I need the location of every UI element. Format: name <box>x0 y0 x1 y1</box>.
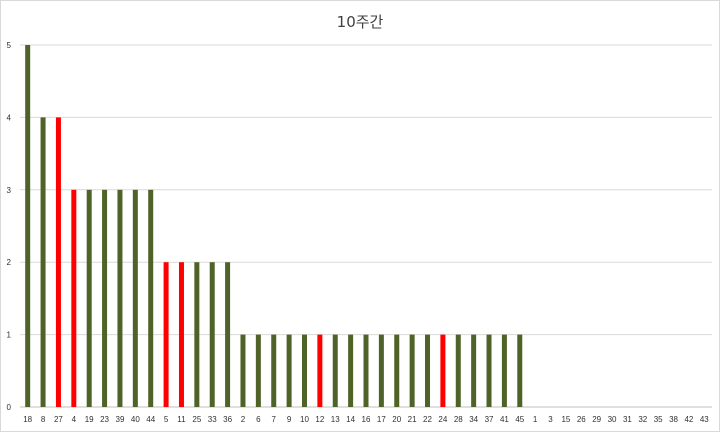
bar-37 <box>486 334 492 407</box>
x-tick-label: 33 <box>208 415 217 424</box>
x-tick-label: 23 <box>100 415 109 424</box>
x-axis-ticks: 18 8 27 4 19 23 39 40 44 5 11 25 33 36 2 6 7 9 10 12 13 14 16 1… <box>23 415 709 424</box>
bar-12 <box>317 334 323 407</box>
x-tick-label: 4 <box>72 415 77 424</box>
x-tick-label: 8 <box>41 415 46 424</box>
x-tick-label: 25 <box>192 415 201 424</box>
y-tick-label: 3 <box>7 186 12 195</box>
y-tick-label: 4 <box>7 113 12 122</box>
x-tick-label: 22 <box>423 415 432 424</box>
x-tick-label: 1 <box>533 415 538 424</box>
bar-8 <box>40 117 46 408</box>
bar-4 <box>71 189 77 407</box>
x-tick-label: 7 <box>272 415 277 424</box>
chart-title: 10주간 <box>336 13 384 31</box>
x-tick-label: 37 <box>485 415 494 424</box>
y-tick-label: 5 <box>7 41 12 50</box>
x-tick-label: 42 <box>684 415 693 424</box>
bar-21 <box>409 334 415 407</box>
bar-34 <box>471 334 477 407</box>
bar-44 <box>148 189 154 407</box>
x-tick-label: 38 <box>669 415 678 424</box>
x-tick-label: 13 <box>331 415 340 424</box>
bar-7 <box>271 334 277 407</box>
x-tick-label: 19 <box>85 415 94 424</box>
bar-28 <box>455 334 461 407</box>
bar-24 <box>440 334 446 407</box>
x-tick-label: 44 <box>146 415 155 424</box>
bar-19 <box>86 189 92 407</box>
bar-11 <box>178 262 184 407</box>
x-tick-label: 39 <box>116 415 125 424</box>
bar-17 <box>378 334 384 407</box>
x-tick-label: 5 <box>164 415 169 424</box>
x-tick-label: 10 <box>300 415 309 424</box>
x-tick-label: 15 <box>561 415 570 424</box>
bar-23 <box>102 189 108 407</box>
bar-6 <box>255 334 261 407</box>
x-tick-label: 28 <box>454 415 463 424</box>
x-tick-label: 21 <box>408 415 417 424</box>
bar-14 <box>348 334 354 407</box>
bar-10 <box>301 334 307 407</box>
bar-40 <box>132 189 138 407</box>
bar-13 <box>332 334 338 407</box>
x-tick-label: 14 <box>346 415 355 424</box>
y-tick-label: 0 <box>7 403 12 412</box>
x-tick-label: 40 <box>131 415 140 424</box>
x-tick-label: 35 <box>654 415 663 424</box>
bar-20 <box>394 334 400 407</box>
x-tick-label: 31 <box>623 415 632 424</box>
bar-16 <box>363 334 369 407</box>
x-tick-label: 45 <box>515 415 524 424</box>
x-tick-label: 11 <box>177 415 186 424</box>
bar-22 <box>425 334 431 407</box>
x-tick-label: 41 <box>500 415 509 424</box>
bar-25 <box>194 262 200 407</box>
bar-5 <box>163 262 169 407</box>
y-tick-label: 1 <box>7 331 12 340</box>
x-tick-label: 24 <box>438 415 447 424</box>
bar-27 <box>55 117 61 408</box>
x-tick-label: 2 <box>241 415 246 424</box>
bar-33 <box>209 262 215 407</box>
x-tick-label: 9 <box>287 415 292 424</box>
x-tick-label: 18 <box>23 415 32 424</box>
bar-2 <box>240 334 246 407</box>
bar-36 <box>225 262 231 407</box>
bar-39 <box>117 189 123 407</box>
bar-9 <box>286 334 292 407</box>
y-axis-ticks: 0 1 2 3 4 5 <box>7 41 12 412</box>
x-tick-label: 43 <box>700 415 709 424</box>
x-tick-label: 30 <box>608 415 617 424</box>
x-tick-label: 17 <box>377 415 386 424</box>
x-tick-label: 27 <box>54 415 63 424</box>
x-tick-label: 26 <box>577 415 586 424</box>
bar-41 <box>501 334 507 407</box>
bars <box>25 45 523 408</box>
x-tick-label: 36 <box>223 415 232 424</box>
x-tick-label: 20 <box>392 415 401 424</box>
x-tick-label: 16 <box>362 415 371 424</box>
x-tick-label: 12 <box>315 415 324 424</box>
x-tick-label: 6 <box>256 415 261 424</box>
y-tick-label: 2 <box>7 258 12 267</box>
bar-45 <box>517 334 523 407</box>
bar-18 <box>25 45 31 407</box>
x-tick-label: 32 <box>638 415 647 424</box>
x-tick-label: 34 <box>469 415 478 424</box>
x-tick-label: 29 <box>592 415 601 424</box>
x-tick-label: 3 <box>548 415 553 424</box>
